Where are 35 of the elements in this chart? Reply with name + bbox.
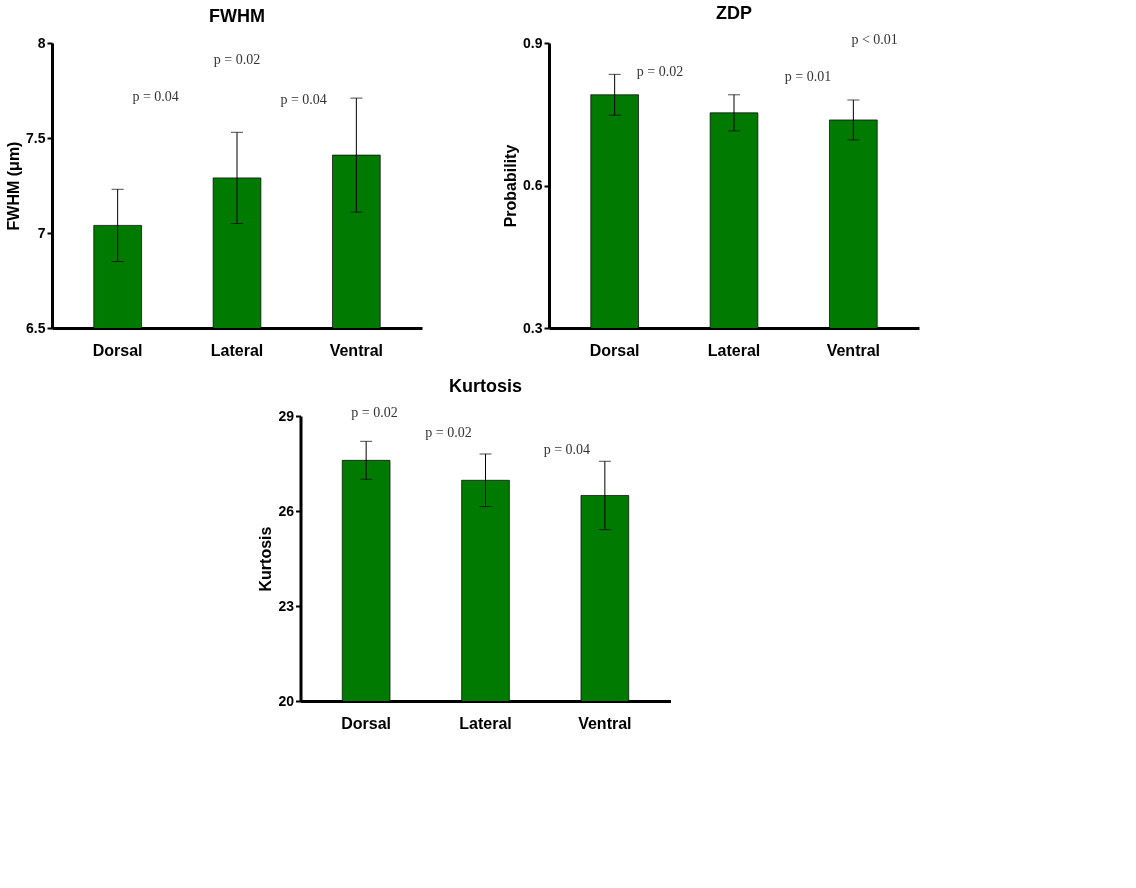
y-axis-title: Probability	[502, 144, 520, 228]
chart-title: Kurtosis	[448, 376, 523, 397]
annotation: p = 0.02	[425, 425, 472, 441]
x-tick-label: Ventral	[578, 714, 632, 732]
y-axis-title: FWHM (μm)	[5, 141, 23, 231]
y-tick-label: 0.6	[523, 177, 543, 193]
x-tick-label: Dorsal	[341, 714, 392, 732]
y-tick-label: 0.9	[523, 34, 543, 51]
annotation: p = 0.04	[132, 89, 179, 105]
annotation: p = 0.04	[280, 92, 327, 107]
annotation: p = 0.01	[784, 69, 832, 85]
annotation: p = 0.02	[351, 405, 398, 421]
chart-title: ZDP	[716, 3, 752, 24]
y-tick-label: 29	[278, 407, 295, 424]
annotation: p < 0.01	[851, 32, 898, 48]
y-tick-label: 23	[278, 597, 295, 614]
y-tick-label: 7	[37, 224, 46, 241]
chart-title: FWHM	[209, 6, 265, 26]
annotation: p = 0.02	[636, 63, 684, 79]
x-tick-label: Ventral	[826, 341, 881, 359]
y-axis-title: Kurtosis	[257, 526, 275, 592]
annotation: p = 0.04	[543, 442, 591, 458]
y-tick-label: 20	[278, 692, 295, 709]
x-tick-label: Lateral	[210, 341, 264, 359]
y-tick-label: 26	[278, 502, 295, 519]
x-tick-label: Dorsal	[92, 341, 143, 359]
x-tick-label: Lateral	[707, 341, 761, 359]
y-tick-label: 8	[37, 34, 46, 51]
annotation: p = 0.02	[213, 52, 261, 68]
y-tick-label: 7.5	[26, 129, 46, 146]
y-tick-label: 6.5	[26, 319, 46, 336]
x-tick-label: Lateral	[459, 714, 512, 732]
x-tick-label: Ventral	[329, 341, 384, 359]
y-tick-label: 0.3	[523, 319, 543, 336]
x-tick-label: Dorsal	[589, 341, 640, 359]
